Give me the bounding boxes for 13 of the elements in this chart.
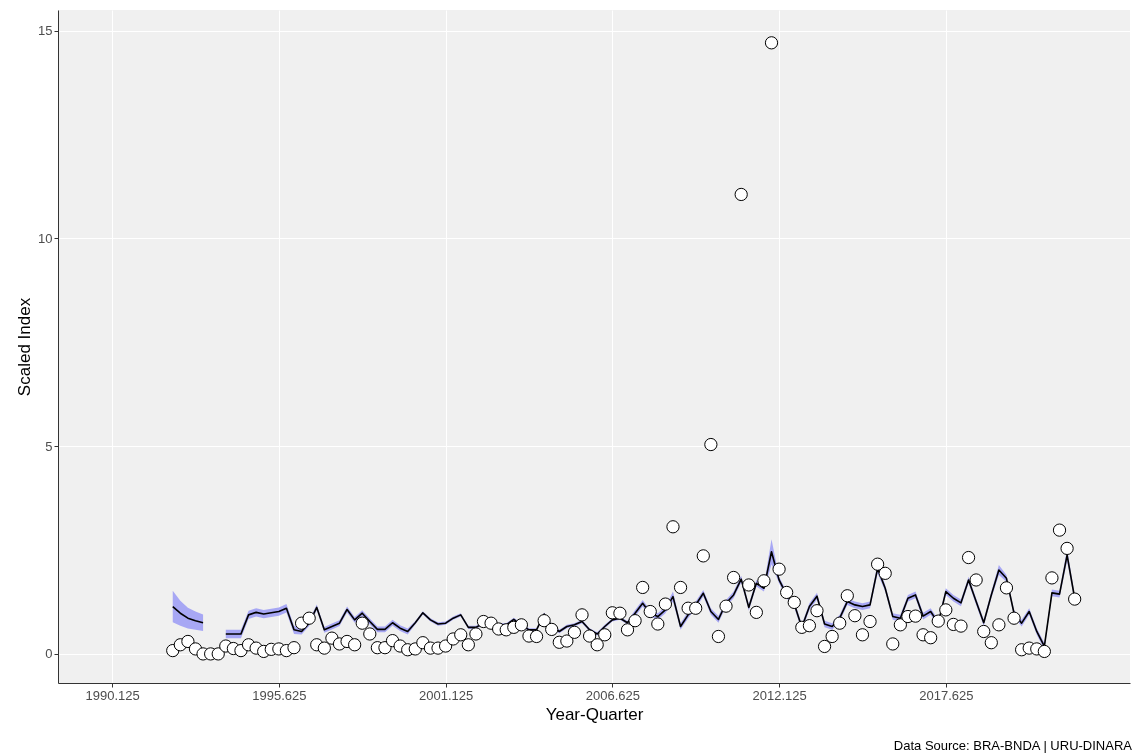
y-tick-label: 0	[45, 646, 53, 662]
y-tick-label: 5	[45, 438, 53, 454]
x-tick-label: 2017.625	[919, 687, 974, 703]
y-tick-label: 15	[38, 23, 53, 39]
x-axis-title: Year-Quarter	[545, 704, 644, 724]
x-tick-label: 1990.125	[85, 687, 140, 703]
x-tick-label: 1995.625	[252, 687, 307, 703]
source-note: Data Source: BRA-BNDA | URU-DINARA	[893, 738, 1133, 753]
y-tick-label: 10	[38, 230, 53, 246]
x-tick-label: 2012.125	[752, 687, 807, 703]
y-axis-title: Scaled Index	[15, 297, 35, 397]
x-tick-label: 2001.125	[418, 687, 474, 703]
x-tick-label: 2006.625	[585, 687, 640, 703]
